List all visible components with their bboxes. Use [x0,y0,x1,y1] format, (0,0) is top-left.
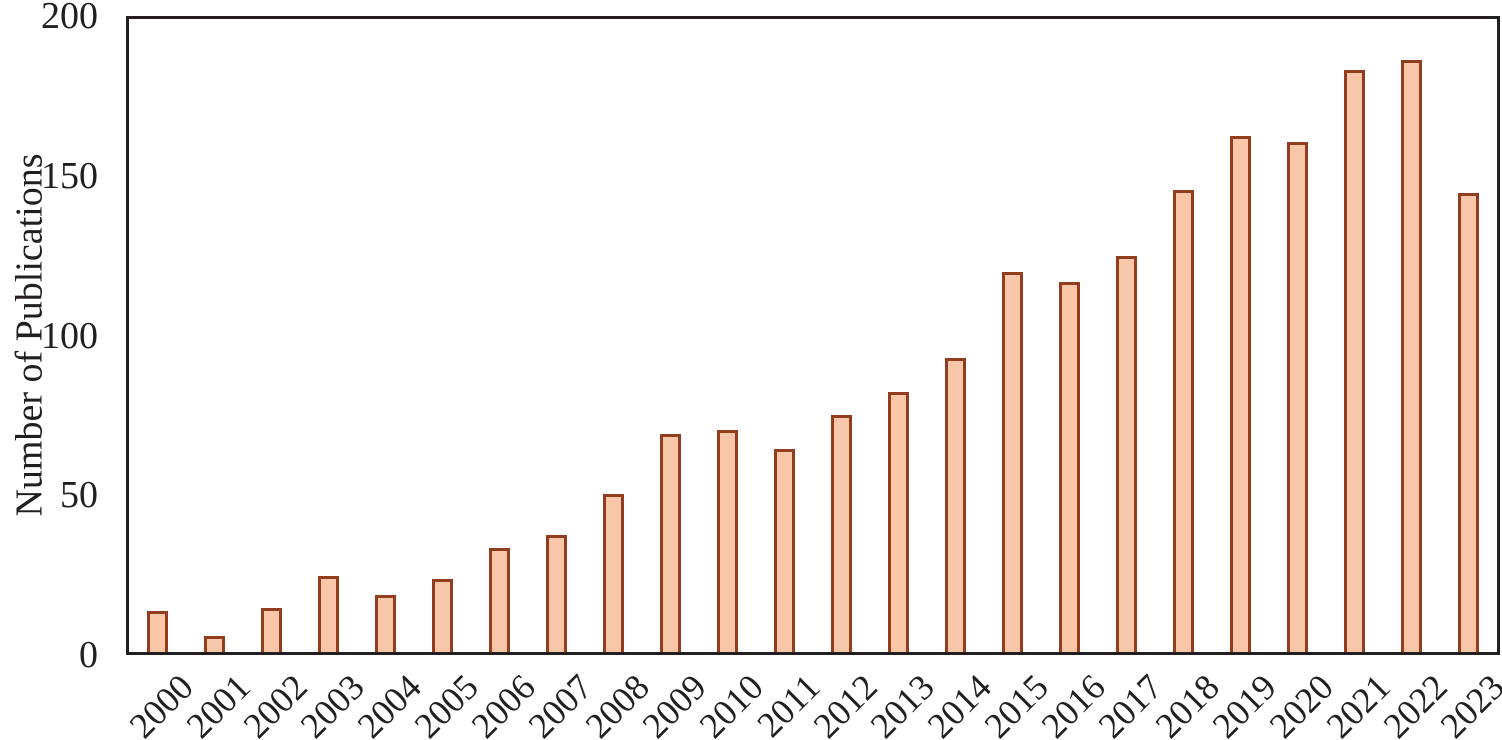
y-tick-label-200: 200 [41,0,98,37]
bar-2004 [375,595,396,652]
y-tick-label-150: 150 [41,154,98,197]
x-tick-label-2008: 2008 [577,666,657,740]
bar-2020 [1287,142,1308,652]
bar-2021 [1344,70,1365,652]
x-tick-label-2009: 2009 [634,666,714,740]
x-tick-label-2010: 2010 [691,666,771,740]
bar-2005 [432,579,453,652]
x-tick-label-2000: 2000 [121,666,201,740]
y-tick-label-100: 100 [41,314,98,357]
bar-2011 [774,449,795,652]
x-tick-label-2018: 2018 [1147,666,1227,740]
bar-2013 [888,392,909,652]
plot-area [126,16,1500,655]
bar-2015 [1002,272,1023,652]
x-tick-label-2011: 2011 [749,666,828,740]
bar-2012 [831,415,852,652]
bar-2009 [660,434,681,652]
bar-2014 [945,358,966,652]
bar-2018 [1173,190,1194,652]
bar-2006 [489,548,510,652]
bar-2007 [546,535,567,652]
bar-2008 [603,494,624,652]
bar-2003 [318,576,339,652]
bar-2023 [1458,193,1479,652]
x-tick-label-2007: 2007 [520,666,600,740]
x-tick-label-2017: 2017 [1090,666,1170,740]
bar-2022 [1401,60,1422,652]
y-tick-label-0: 0 [79,634,98,676]
x-tick-label-2016: 2016 [1033,666,1113,740]
x-tick-label-2014: 2014 [919,666,999,740]
bar-2002 [261,608,282,652]
x-tick-label-2005: 2005 [406,666,486,740]
x-tick-label-2012: 2012 [805,666,885,740]
x-tick-label-2022: 2022 [1375,666,1455,740]
x-tick-label-2013: 2013 [862,666,942,740]
x-tick-label-2021: 2021 [1318,666,1398,740]
x-tick-label-2015: 2015 [976,666,1056,740]
x-tick-label-2003: 2003 [292,666,372,740]
x-tick-label-2006: 2006 [463,666,543,740]
x-tick-label-2020: 2020 [1261,666,1341,740]
y-tick-label-50: 50 [60,474,98,517]
bar-2001 [204,636,225,652]
bar-2019 [1230,136,1251,652]
x-tick-label-2001: 2001 [178,666,258,740]
x-tick-label-2019: 2019 [1204,666,1284,740]
bars-layer [129,19,1497,652]
bar-2016 [1059,282,1080,652]
x-tick-label-2004: 2004 [349,666,429,740]
bar-2017 [1116,256,1137,652]
bar-2010 [717,430,738,652]
bar-2000 [147,611,168,652]
x-tick-label-2002: 2002 [235,666,315,740]
